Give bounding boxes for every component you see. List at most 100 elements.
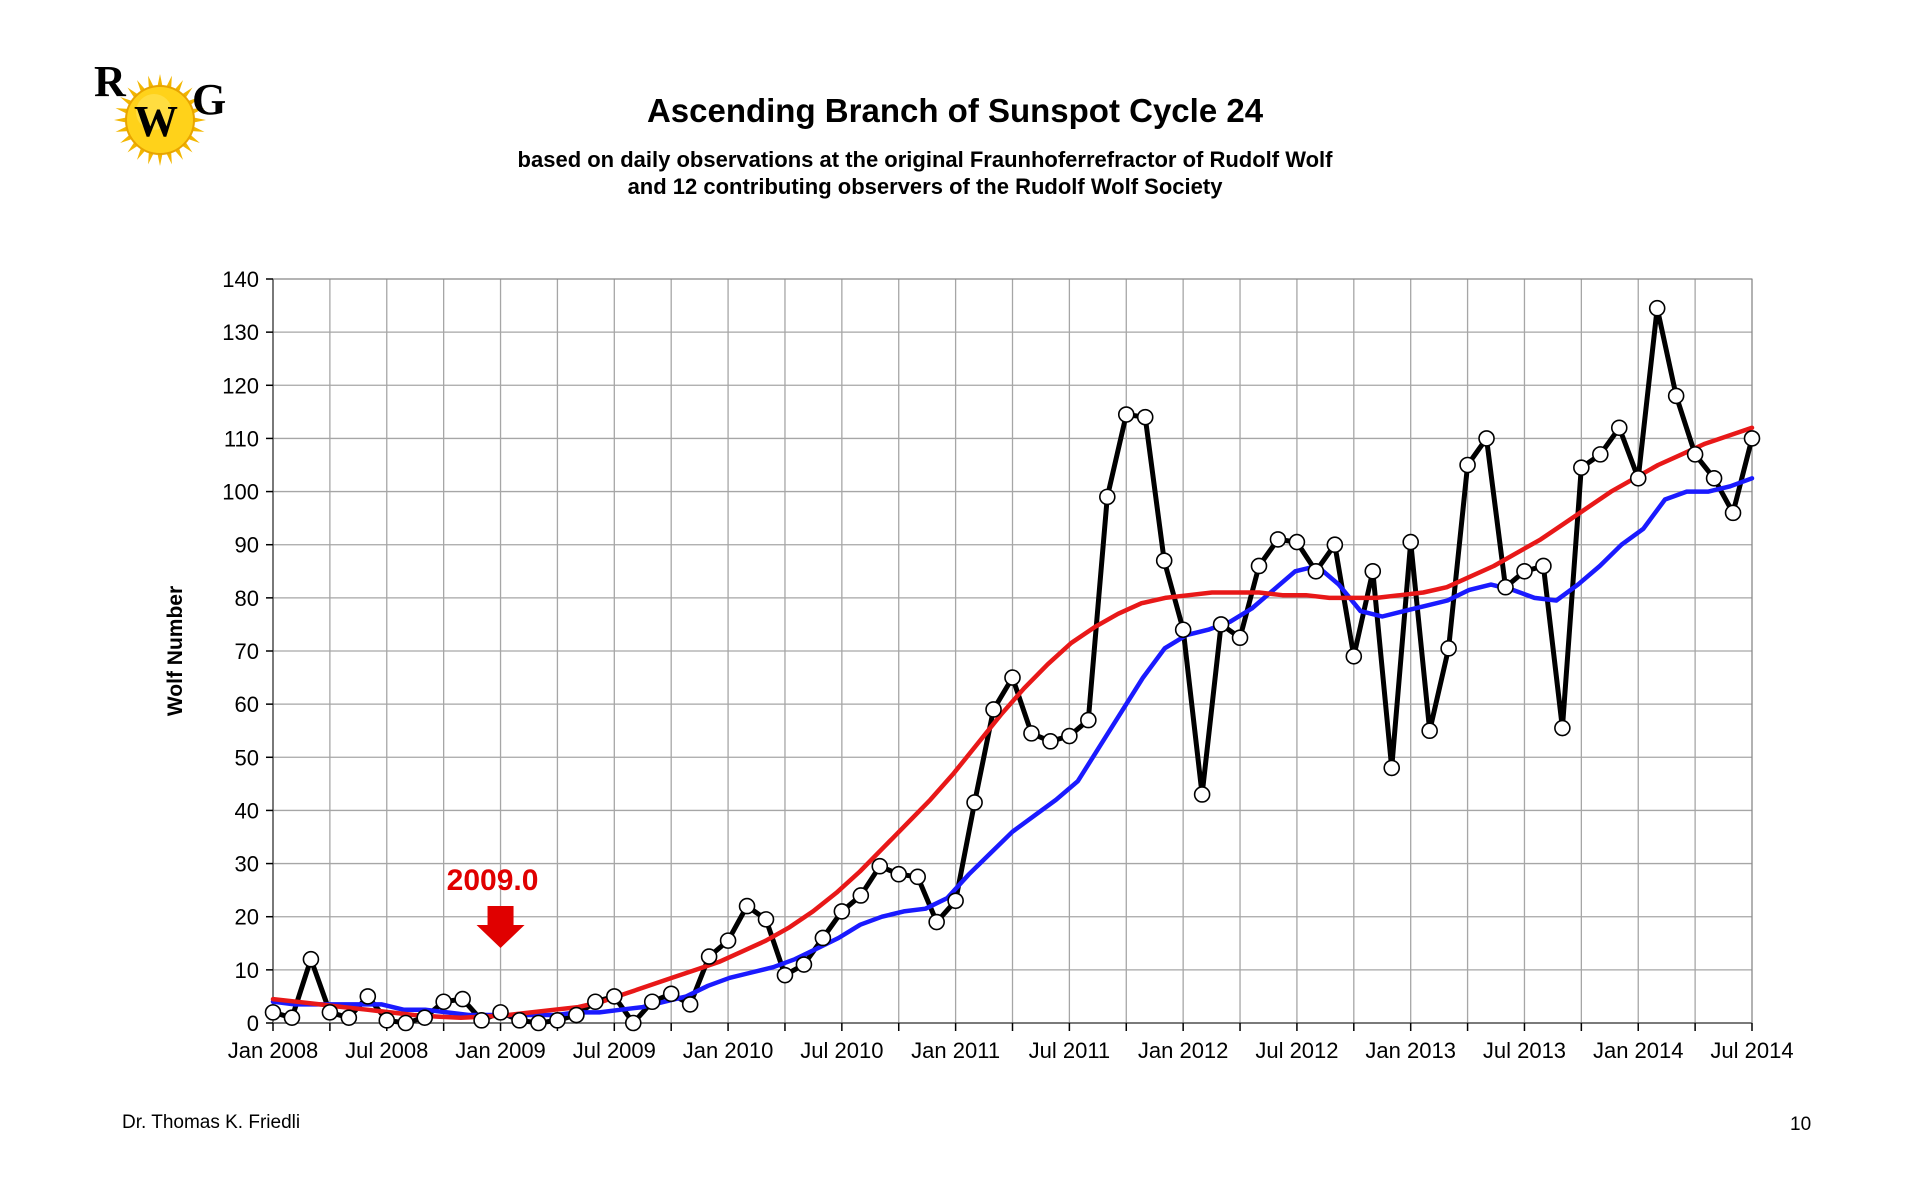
data-point xyxy=(530,1014,547,1032)
logo-letter-w: W xyxy=(134,97,178,146)
y-tick-label: 40 xyxy=(235,798,259,823)
data-point xyxy=(1686,446,1704,463)
grid xyxy=(272,278,1753,1024)
y-tick-label: 30 xyxy=(235,852,259,877)
data-point xyxy=(1724,504,1742,522)
data-point xyxy=(1648,299,1666,317)
y-tick-label: 120 xyxy=(222,373,259,398)
data-point xyxy=(662,985,680,1003)
y-tick-label: 20 xyxy=(235,905,259,930)
footer-author: Dr. Thomas K. Friedli xyxy=(122,1112,301,1133)
x-tick-label: Jul 2014 xyxy=(1710,1038,1793,1063)
data-point xyxy=(738,897,756,915)
data-point xyxy=(1592,446,1609,463)
data-point xyxy=(549,1012,566,1029)
x-tick-label: Jul 2013 xyxy=(1483,1038,1566,1063)
sun-icon xyxy=(114,74,206,166)
data-point xyxy=(397,1014,415,1032)
y-tick-label: 140 xyxy=(222,267,259,292)
data-point xyxy=(1326,536,1344,554)
data-point xyxy=(283,1009,301,1026)
axes: 0 10 20 30 40 50 60 70 80 90 100 110 120 130 140 Jan 20… xyxy=(164,267,1794,1063)
data-point xyxy=(511,1012,528,1029)
data-point xyxy=(890,865,908,883)
data-point xyxy=(814,929,832,947)
data-point xyxy=(776,966,794,984)
y-tick-label: 80 xyxy=(235,586,259,611)
annotation-label: 2009.0 xyxy=(447,864,539,897)
x-tick-label: Jul 2010 xyxy=(800,1038,883,1063)
data-point xyxy=(795,956,813,973)
page-number: 10 xyxy=(1790,1114,1812,1135)
data-point xyxy=(1231,629,1249,647)
data-point xyxy=(587,993,604,1011)
data-point xyxy=(681,996,699,1013)
data-point xyxy=(1269,531,1287,548)
data-point xyxy=(340,1009,358,1026)
y-tick-label: 10 xyxy=(235,958,259,983)
y-tick-label: 60 xyxy=(235,692,259,717)
data-point xyxy=(1212,616,1230,633)
y-tick-label: 100 xyxy=(222,480,259,505)
y-tick-label: 50 xyxy=(235,745,259,770)
data-point xyxy=(1743,430,1761,447)
y-tick-label: 110 xyxy=(224,426,259,451)
data-point xyxy=(1516,562,1533,580)
data-point xyxy=(1497,578,1514,596)
data-point xyxy=(359,988,377,1005)
data-point xyxy=(435,993,452,1011)
data-point xyxy=(1080,711,1097,729)
data-point xyxy=(1155,552,1173,569)
y-tick-label: 0 xyxy=(247,1011,259,1036)
data-point xyxy=(643,993,661,1011)
data-point xyxy=(1136,408,1154,426)
data-point xyxy=(757,911,775,928)
data-point xyxy=(909,868,926,886)
x-tick-label: Jul 2012 xyxy=(1255,1038,1338,1063)
series xyxy=(264,299,1761,1032)
x-tick-label: Jul 2011 xyxy=(1029,1038,1111,1063)
data-point xyxy=(416,1009,433,1026)
data-point xyxy=(833,903,851,920)
chart-subtitle-line1: based on daily observations at the origi… xyxy=(517,147,1333,172)
chart-subtitle-line2: and 12 contributing observers of the Rud… xyxy=(627,174,1223,199)
data-point xyxy=(568,1006,585,1024)
data-point xyxy=(1459,456,1476,474)
data-point xyxy=(1288,533,1306,551)
data-point xyxy=(1535,557,1552,575)
data-point xyxy=(1629,469,1647,487)
data-point xyxy=(1705,469,1723,487)
data-point xyxy=(454,990,471,1008)
x-tick-label: Jan 2013 xyxy=(1365,1038,1456,1063)
y-axis-label: Wolf Number xyxy=(164,586,187,716)
data-point xyxy=(1402,533,1419,551)
x-tick-label: Jan 2008 xyxy=(228,1038,319,1063)
data-point xyxy=(1478,430,1495,447)
x-tick-label: Jan 2010 xyxy=(683,1038,774,1063)
logo-letter-r: R xyxy=(94,57,127,106)
data-point xyxy=(1193,786,1211,803)
data-point xyxy=(985,701,1002,718)
data-point xyxy=(302,950,320,968)
x-tick-label: Jan 2011 xyxy=(911,1038,1000,1063)
data-point xyxy=(1117,406,1135,423)
x-tick-label: Jul 2009 xyxy=(573,1038,656,1063)
y-tick-label: 130 xyxy=(222,320,259,345)
chart-title: Ascending Branch of Sunspot Cycle 24 xyxy=(646,92,1264,129)
x-tick-label: Jul 2008 xyxy=(345,1038,428,1063)
data-point xyxy=(1364,562,1382,580)
data-point xyxy=(1440,640,1457,657)
data-point xyxy=(871,857,889,875)
data-point xyxy=(321,1004,339,1021)
x-tick-label: Jan 2014 xyxy=(1593,1038,1684,1063)
y-tick-label: 90 xyxy=(235,533,259,558)
data-point xyxy=(624,1014,642,1032)
data-point xyxy=(1250,557,1268,575)
data-point xyxy=(719,932,737,949)
data-point xyxy=(1667,387,1685,405)
data-point xyxy=(1174,621,1192,639)
data-point xyxy=(700,948,718,965)
rwg-logo: R W G xyxy=(94,57,226,166)
